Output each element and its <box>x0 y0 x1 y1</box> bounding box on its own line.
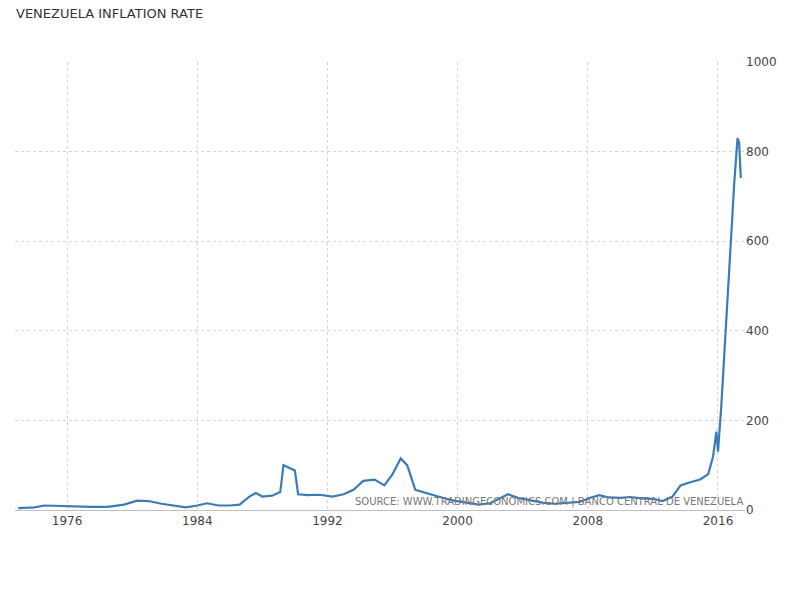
svg-text:0: 0 <box>746 503 754 517</box>
svg-text:VENEZUELA INFLATION RATE: VENEZUELA INFLATION RATE <box>16 6 203 21</box>
svg-text:600: 600 <box>746 234 769 248</box>
svg-text:2008: 2008 <box>573 514 604 528</box>
svg-text:800: 800 <box>746 145 769 159</box>
svg-text:400: 400 <box>746 324 769 338</box>
svg-text:1984: 1984 <box>182 514 213 528</box>
svg-text:200: 200 <box>746 414 769 428</box>
svg-text:1000: 1000 <box>746 55 777 69</box>
svg-text:SOURCE: WWW.TRADINGECONOMICS.C: SOURCE: WWW.TRADINGECONOMICS.COM | BANCO… <box>355 496 743 508</box>
svg-text:1992: 1992 <box>312 514 343 528</box>
svg-text:1976: 1976 <box>52 514 83 528</box>
svg-text:2000: 2000 <box>442 514 473 528</box>
svg-text:2016: 2016 <box>703 514 734 528</box>
